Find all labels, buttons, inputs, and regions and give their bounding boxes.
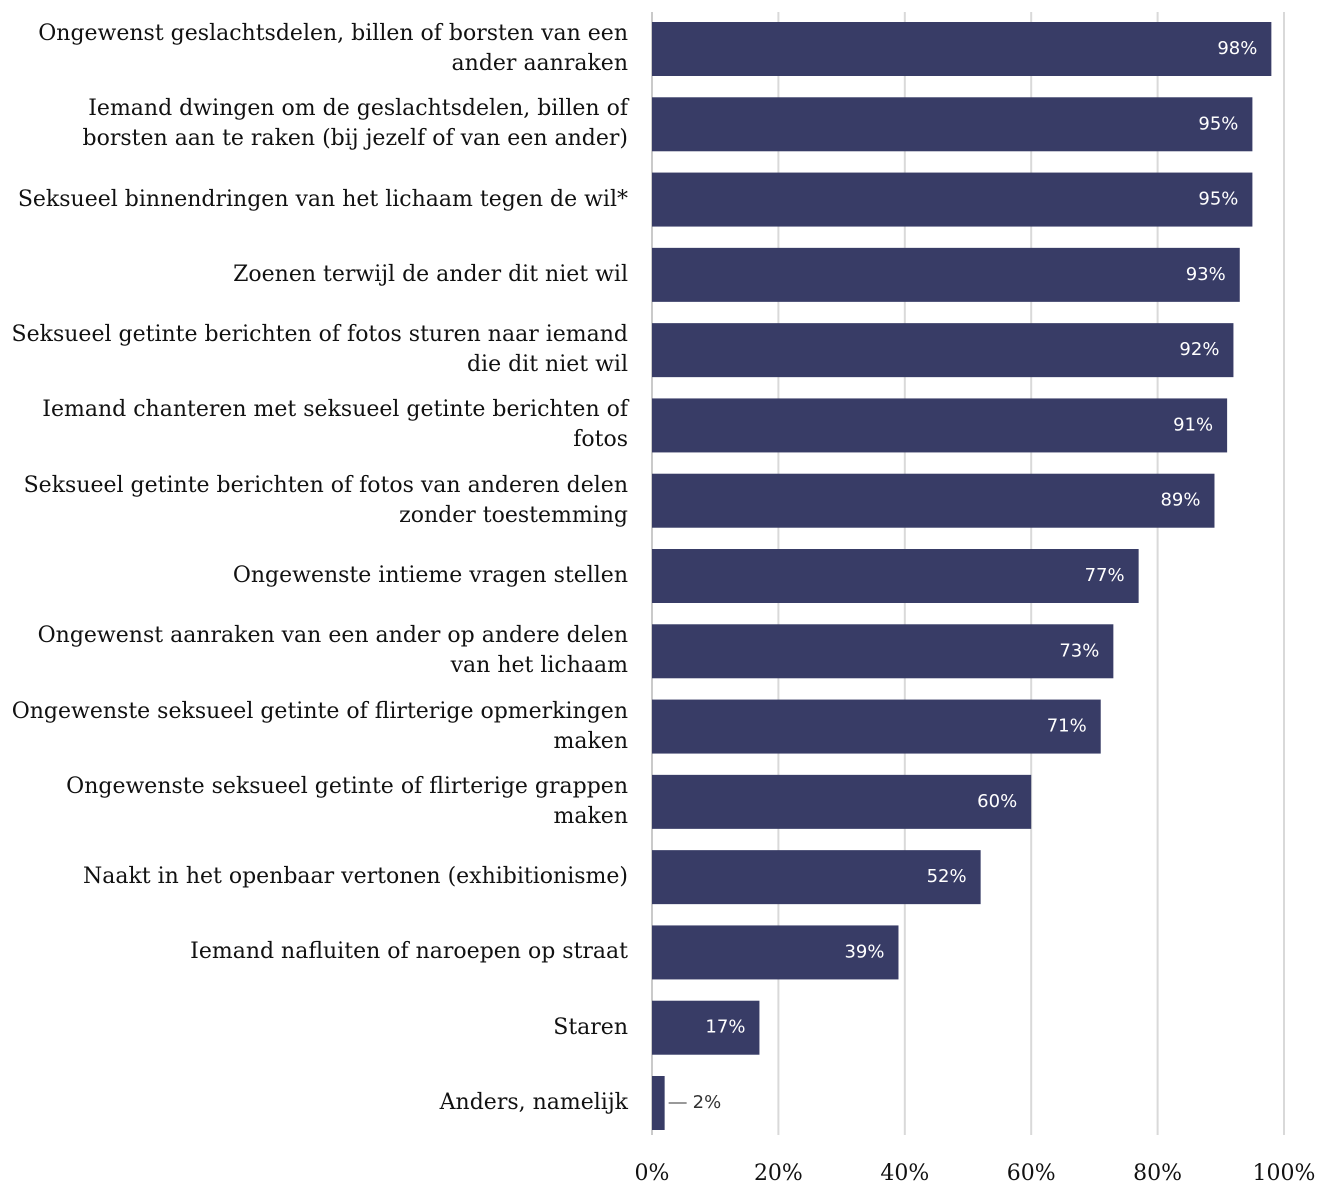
x-tick-label: 60% — [1007, 1161, 1056, 1185]
category-label: Anders, namelijk — [439, 1090, 628, 1115]
category-label: Iemand nafluiten of naroepen op straat — [190, 939, 628, 965]
category-label: Iemand dwingen om de geslachtsdelen, bil… — [82, 96, 628, 152]
bar — [652, 323, 1234, 378]
category-label: Naakt in het openbaar vertonen (exhibiti… — [82, 864, 628, 890]
value-label: 95% — [1198, 113, 1238, 134]
category-label: Staren — [553, 1014, 628, 1040]
category-label: Ongewenste seksueel getinte of flirterig… — [66, 773, 628, 829]
category-label: Seksueel getinte berichten of fotos van … — [23, 472, 628, 528]
value-label: 98% — [1217, 38, 1257, 59]
x-tick-label: 80% — [1133, 1161, 1182, 1185]
bar — [652, 549, 1139, 603]
bar — [652, 1076, 665, 1130]
category-label: Ongewenste seksueel getinte of flirterig… — [11, 698, 628, 754]
bar — [652, 1000, 760, 1055]
category-label: Ongewenst geslachtsdelen, billen of bors… — [38, 21, 628, 76]
value-label: 2% — [693, 1092, 722, 1113]
bar — [652, 699, 1101, 754]
value-label: 92% — [1179, 339, 1219, 360]
x-tick-label: 40% — [880, 1161, 929, 1185]
category-label: Iemand chanteren met seksueel getinte be… — [42, 397, 628, 453]
x-tick-label: 0% — [635, 1161, 670, 1185]
bar — [652, 850, 981, 905]
value-label: 17% — [705, 1017, 745, 1038]
bar — [652, 473, 1215, 528]
x-tick-label: 20% — [754, 1161, 803, 1185]
bar — [652, 97, 1253, 152]
value-label: 60% — [977, 791, 1017, 812]
category-label: Ongewenst aanraken van een ander op ande… — [37, 623, 628, 679]
value-label: 39% — [844, 941, 884, 962]
bar — [652, 774, 1032, 829]
category-label: Ongewenste intieme vragen stellen — [232, 563, 628, 588]
value-label: 52% — [927, 866, 967, 887]
bar — [652, 22, 1272, 76]
value-label: 73% — [1059, 640, 1099, 661]
category-label: Seksueel binnendringen van het lichaam t… — [17, 186, 628, 212]
x-tick-label: 100% — [1253, 1161, 1316, 1185]
value-label: 77% — [1085, 565, 1125, 586]
category-label: Zoenen terwijl de ander dit niet wil — [233, 261, 628, 287]
value-label: 95% — [1198, 189, 1238, 210]
category-label: Seksueel getinte berichten of fotos stur… — [11, 322, 628, 378]
bar — [652, 925, 899, 980]
bar — [652, 172, 1253, 227]
value-label: 91% — [1173, 414, 1213, 435]
value-label: 71% — [1047, 716, 1087, 737]
value-label: 89% — [1160, 490, 1200, 511]
value-label: 93% — [1186, 264, 1226, 285]
bar — [652, 398, 1228, 453]
bar — [652, 247, 1240, 302]
bar — [652, 624, 1114, 679]
